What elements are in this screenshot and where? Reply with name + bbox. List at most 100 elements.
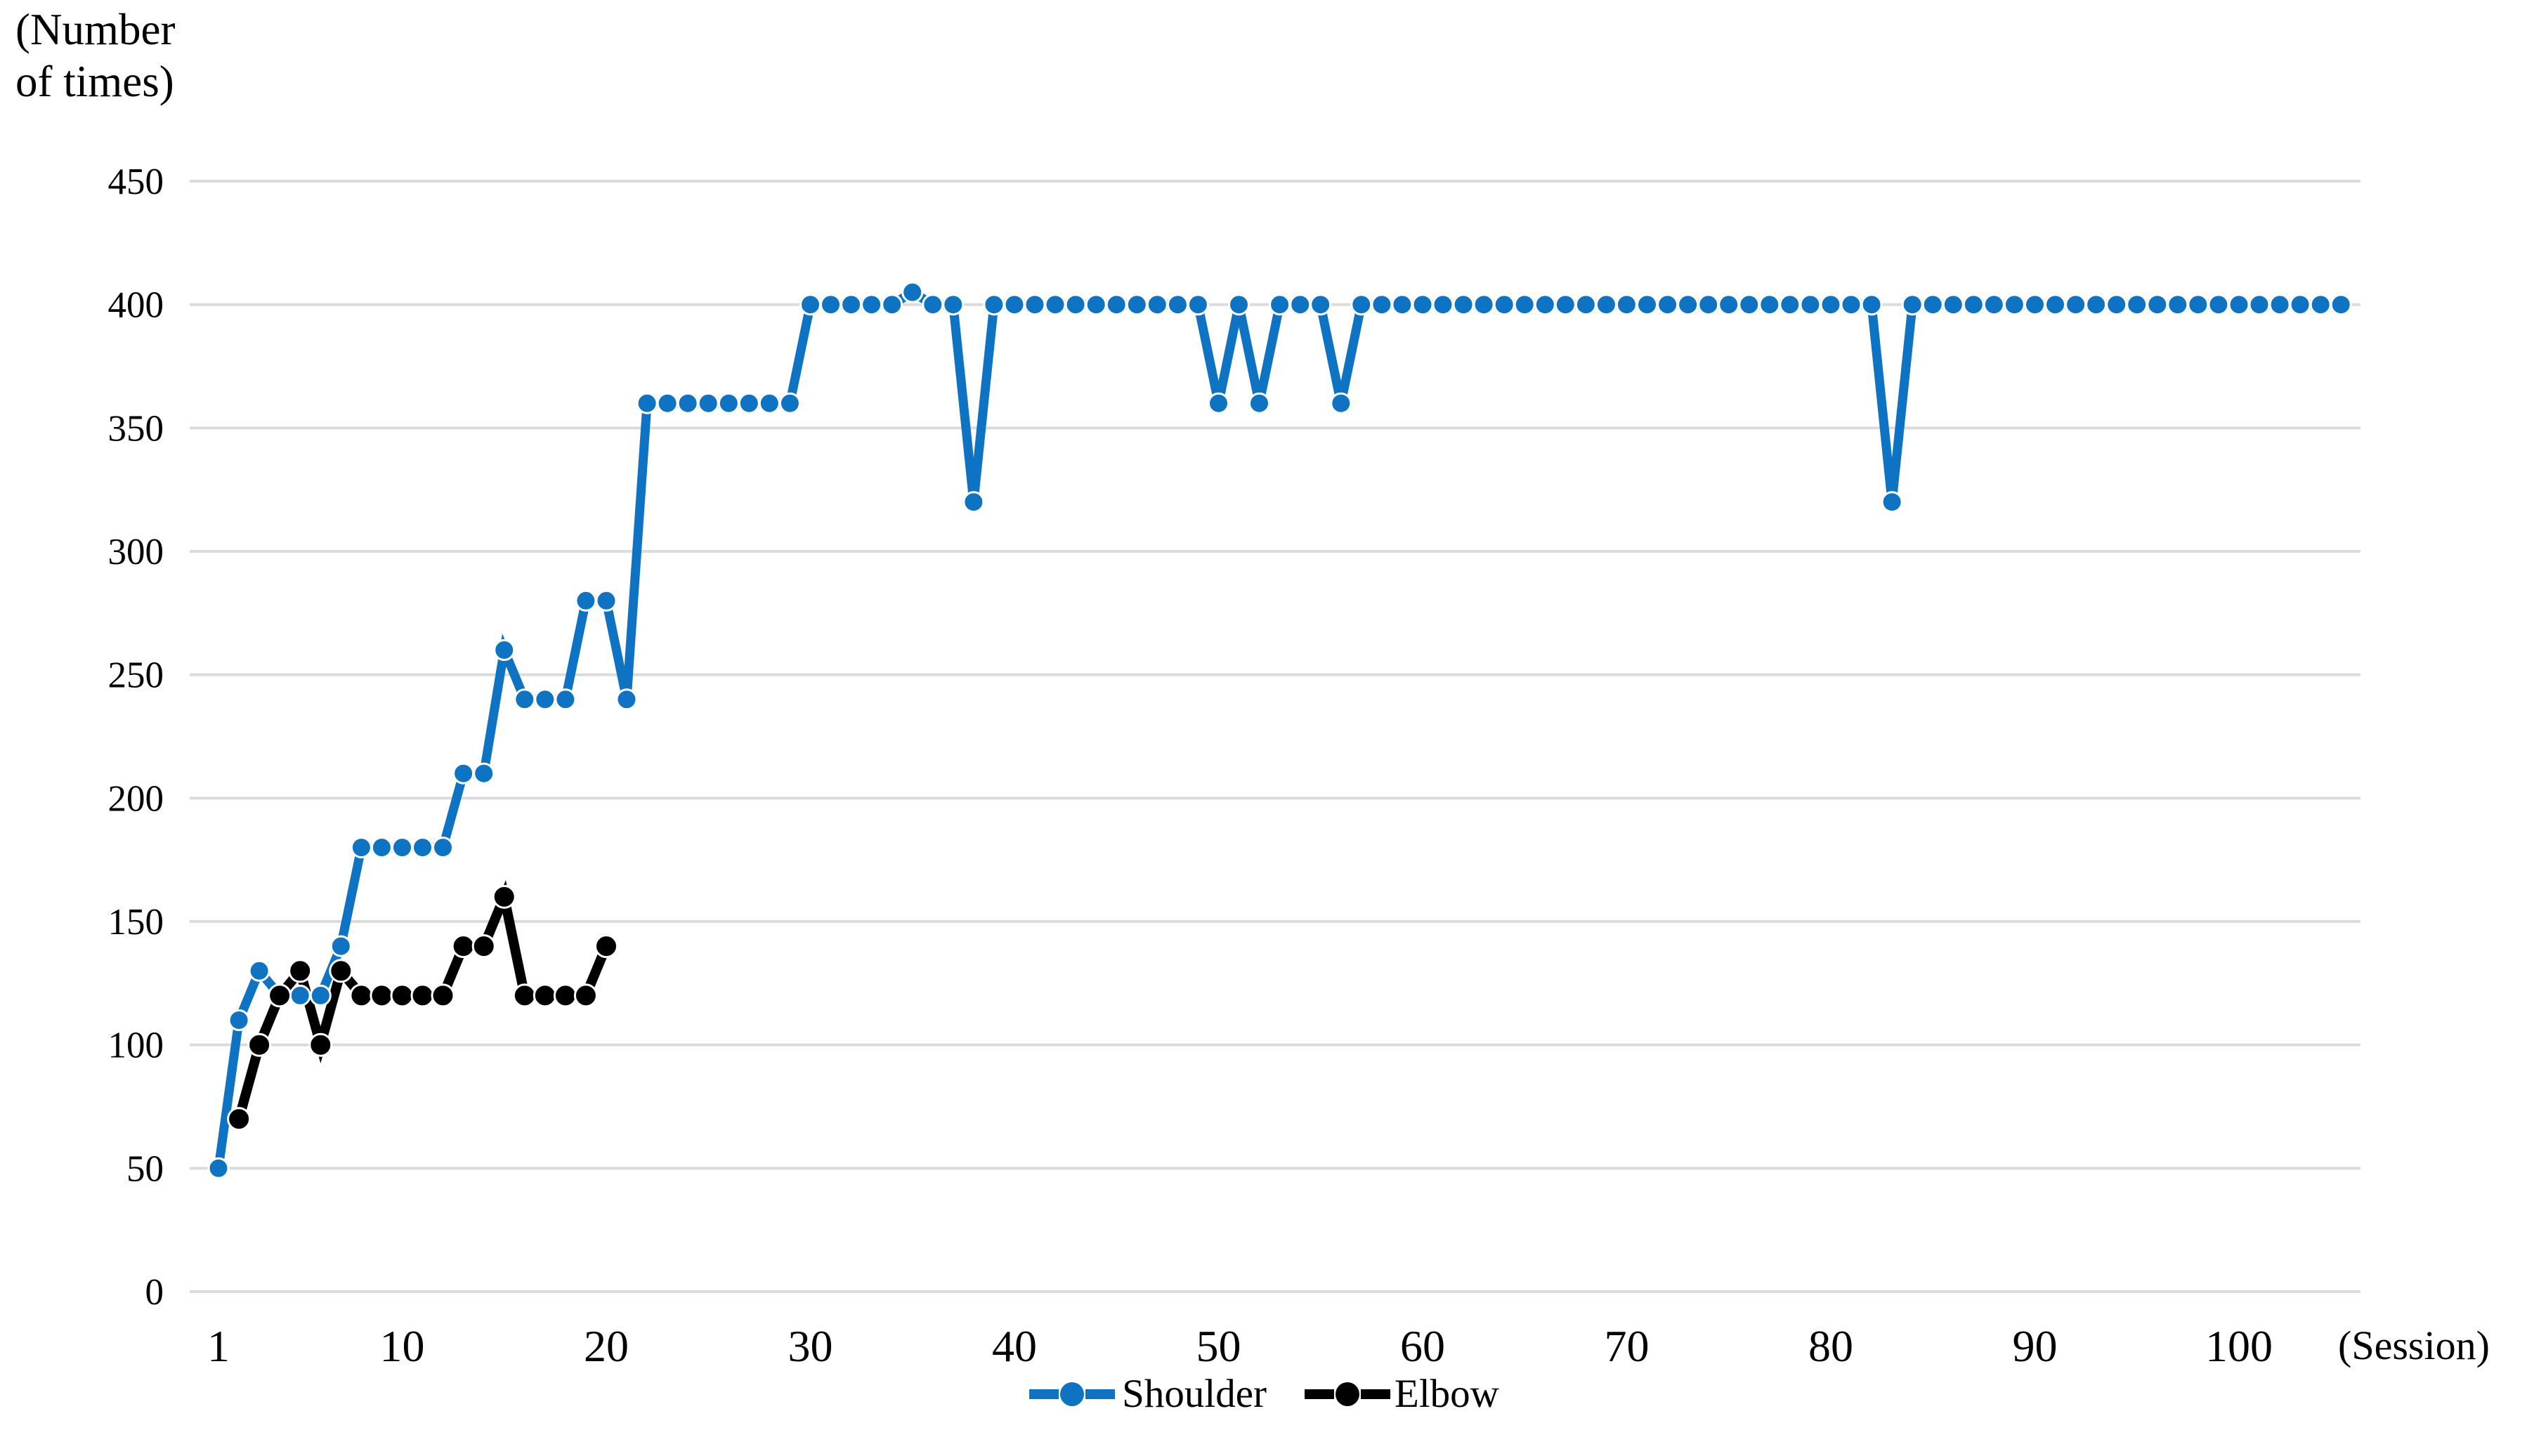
- shoulder-point-s88: [1983, 294, 2005, 316]
- shoulder-point-s20: [595, 589, 618, 612]
- shoulder-point-s8: [350, 837, 372, 859]
- y-axis-title: (Number of times): [15, 4, 175, 107]
- shoulder-point-s47: [1146, 294, 1168, 316]
- shoulder-point-s15: [493, 639, 516, 661]
- shoulder-point-s80: [1820, 294, 1842, 316]
- shoulder-point-s9: [370, 837, 393, 859]
- shoulder-point-s79: [1799, 294, 1822, 316]
- shoulder-point-s71: [1636, 294, 1658, 316]
- shoulder-point-s26: [717, 392, 740, 414]
- shoulder-point-s85: [1921, 294, 1944, 316]
- shoulder-point-s62: [1452, 294, 1475, 316]
- shoulder-point-s32: [840, 294, 863, 316]
- shoulder-point-s55: [1310, 294, 1332, 316]
- shoulder-point-s60: [1411, 294, 1434, 316]
- shoulder-point-s41: [1024, 294, 1046, 316]
- shoulder-point-s61: [1432, 294, 1454, 316]
- shoulder-point-s53: [1269, 294, 1291, 316]
- shoulder-point-s22: [636, 392, 658, 414]
- shoulder-point-s30: [799, 294, 821, 316]
- shoulder-point-s46: [1125, 294, 1148, 316]
- series-lines: [214, 287, 2342, 1169]
- x-tick-label-70: 70: [1604, 1321, 1649, 1371]
- y-tick-label-400: 400: [108, 285, 164, 326]
- shoulder-point-s51: [1228, 294, 1250, 316]
- y-tick-label-150: 150: [108, 902, 164, 943]
- x-tick-label-10: 10: [379, 1321, 424, 1371]
- shoulder-series-line: [214, 287, 2342, 1169]
- chart-legend: Shoulder Elbow: [0, 1371, 2527, 1417]
- shoulder-point-s77: [1758, 294, 1781, 316]
- shoulder-point-s25: [697, 392, 719, 414]
- elbow-point-s2: [227, 1107, 252, 1132]
- series-data-points: [207, 281, 2352, 1179]
- shoulder-point-s102: [2268, 294, 2291, 316]
- x-axis-unit-label: (Session): [2338, 1323, 2490, 1368]
- shoulder-point-s19: [575, 589, 597, 612]
- shoulder-point-s73: [1677, 294, 1699, 316]
- shoulder-point-s37: [942, 294, 965, 316]
- shoulder-point-s89: [2003, 294, 2025, 316]
- x-tick-label-100: 100: [2205, 1321, 2273, 1371]
- shoulder-point-s50: [1208, 392, 1229, 414]
- shoulder-point-s95: [2126, 294, 2148, 316]
- shoulder-point-s12: [432, 837, 454, 859]
- shoulder-point-s78: [1779, 294, 1801, 316]
- shoulder-point-s91: [2044, 294, 2066, 316]
- elbow-point-s8: [349, 983, 374, 1008]
- x-tick-label-60: 60: [1400, 1321, 1445, 1371]
- y-tick-label-250: 250: [108, 655, 164, 696]
- elbow-point-s13: [451, 934, 476, 959]
- shoulder-point-s49: [1187, 294, 1209, 316]
- shoulder-point-s43: [1064, 294, 1087, 316]
- elbow-series-marker-icon: [1305, 1382, 1390, 1406]
- legend-label-elbow: Elbow: [1395, 1372, 1499, 1416]
- gridlines: [190, 180, 2361, 1293]
- shoulder-point-s86: [1942, 294, 1964, 316]
- y-axis-title-line1: (Number: [15, 5, 176, 54]
- elbow-point-s10: [390, 983, 414, 1008]
- shoulder-point-s82: [1860, 294, 1883, 316]
- shoulder-point-s34: [881, 294, 903, 316]
- x-tick-label-30: 30: [788, 1321, 832, 1371]
- shoulder-point-s23: [656, 392, 679, 414]
- shoulder-point-s39: [983, 294, 1005, 316]
- shoulder-point-s81: [1840, 294, 1862, 316]
- elbow-point-s14: [471, 934, 496, 959]
- shoulder-point-s98: [2187, 294, 2209, 316]
- x-tick-label-20: 20: [584, 1321, 629, 1371]
- legend-label-shoulder: Shoulder: [1122, 1372, 1267, 1416]
- shoulder-point-s3: [248, 959, 270, 982]
- x-tick-label-1: 1: [207, 1321, 230, 1371]
- shoulder-point-s105: [2330, 294, 2352, 316]
- shoulder-point-s13: [452, 762, 475, 785]
- shoulder-point-s75: [1718, 294, 1740, 316]
- shoulder-point-s64: [1493, 294, 1515, 316]
- shoulder-point-s18: [554, 688, 577, 711]
- shoulder-point-s70: [1615, 294, 1638, 316]
- shoulder-point-s72: [1657, 294, 1679, 316]
- x-tick-label-50: 50: [1196, 1321, 1241, 1371]
- shoulder-point-s97: [2167, 294, 2189, 316]
- shoulder-point-s40: [1003, 294, 1026, 316]
- shoulder-point-s29: [778, 392, 801, 414]
- elbow-point-s15: [492, 884, 516, 909]
- elbow-point-s17: [533, 983, 557, 1008]
- shoulder-point-s100: [2228, 294, 2250, 316]
- x-axis-tick-labels: 1 10 20 30 40 50 60 70 80 90 100: [207, 1321, 2273, 1371]
- elbow-point-s9: [370, 983, 394, 1008]
- shoulder-point-s90: [2024, 294, 2046, 316]
- shoulder-point-s67: [1554, 294, 1576, 316]
- shoulder-point-s24: [677, 392, 699, 414]
- shoulder-point-s36: [922, 294, 944, 316]
- elbow-point-s18: [553, 983, 577, 1008]
- elbow-point-s6: [308, 1032, 333, 1057]
- elbow-point-s12: [431, 983, 455, 1008]
- shoulder-point-s83: [1881, 491, 1903, 513]
- shoulder-point-s5: [289, 984, 311, 1006]
- shoulder-point-s99: [2207, 294, 2230, 316]
- y-tick-label-300: 300: [108, 532, 164, 572]
- shoulder-point-s44: [1085, 294, 1107, 316]
